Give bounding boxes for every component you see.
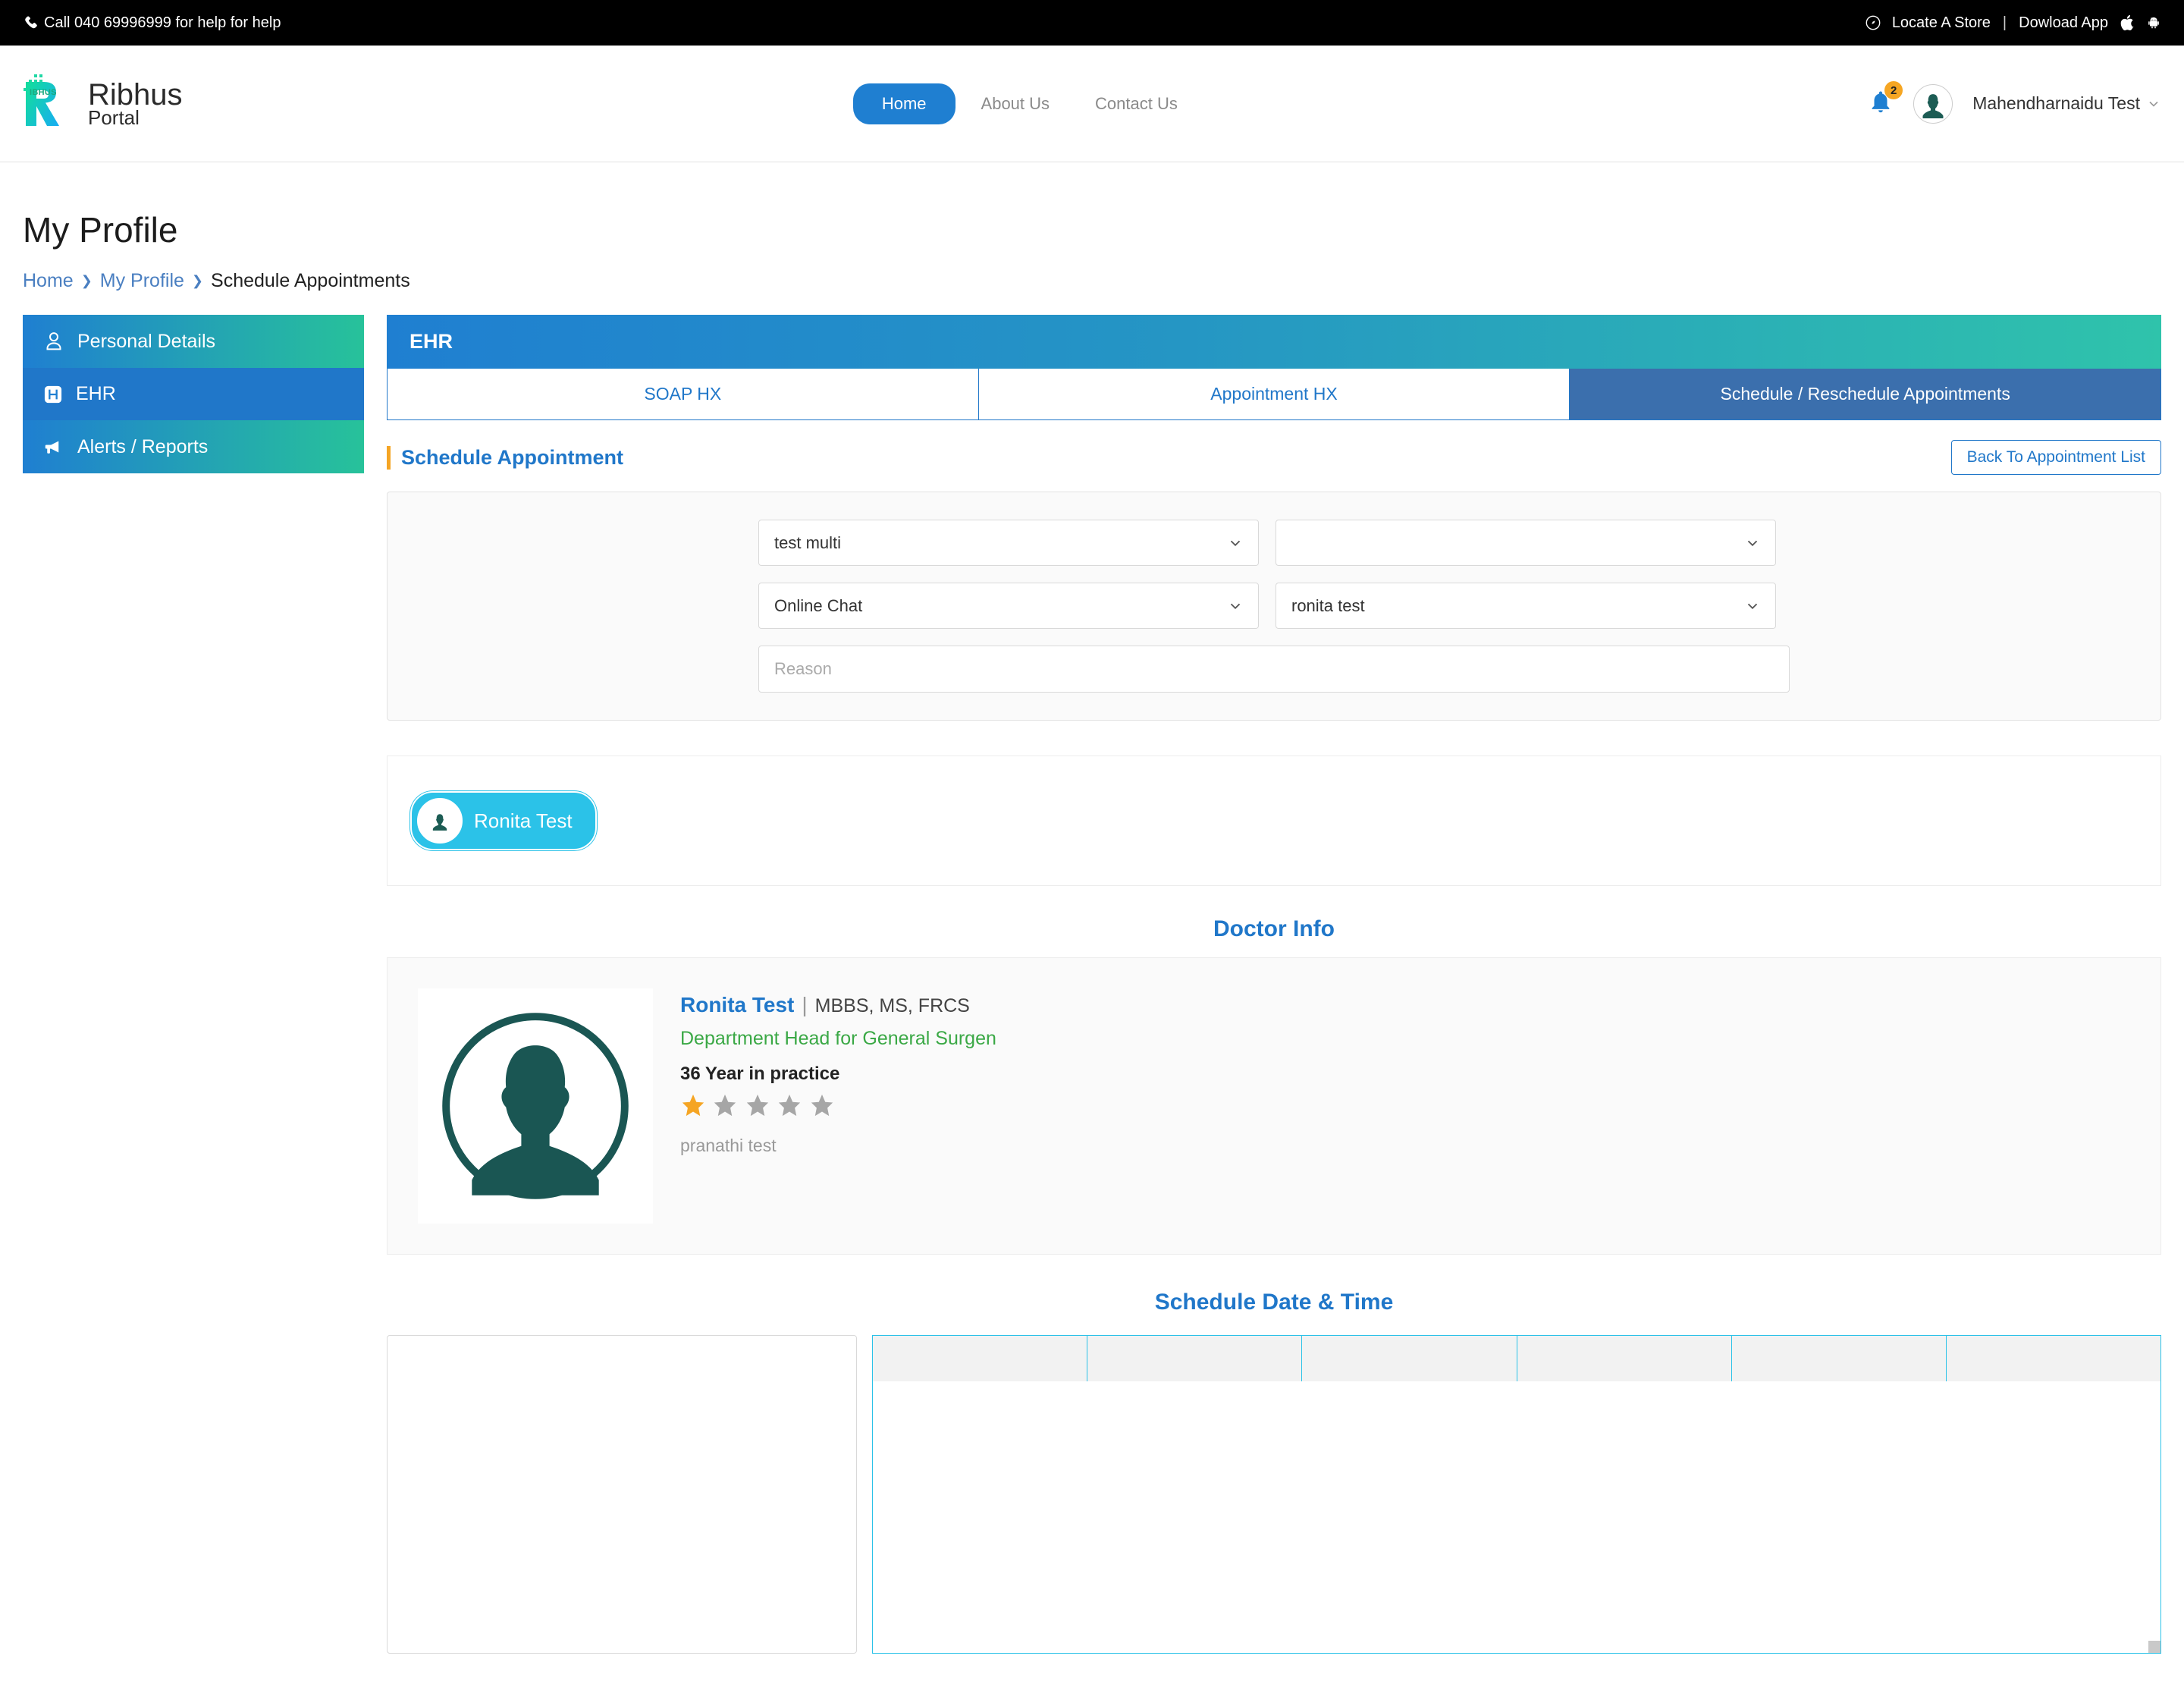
svg-text:IBHUS: IBHUS — [30, 88, 57, 97]
